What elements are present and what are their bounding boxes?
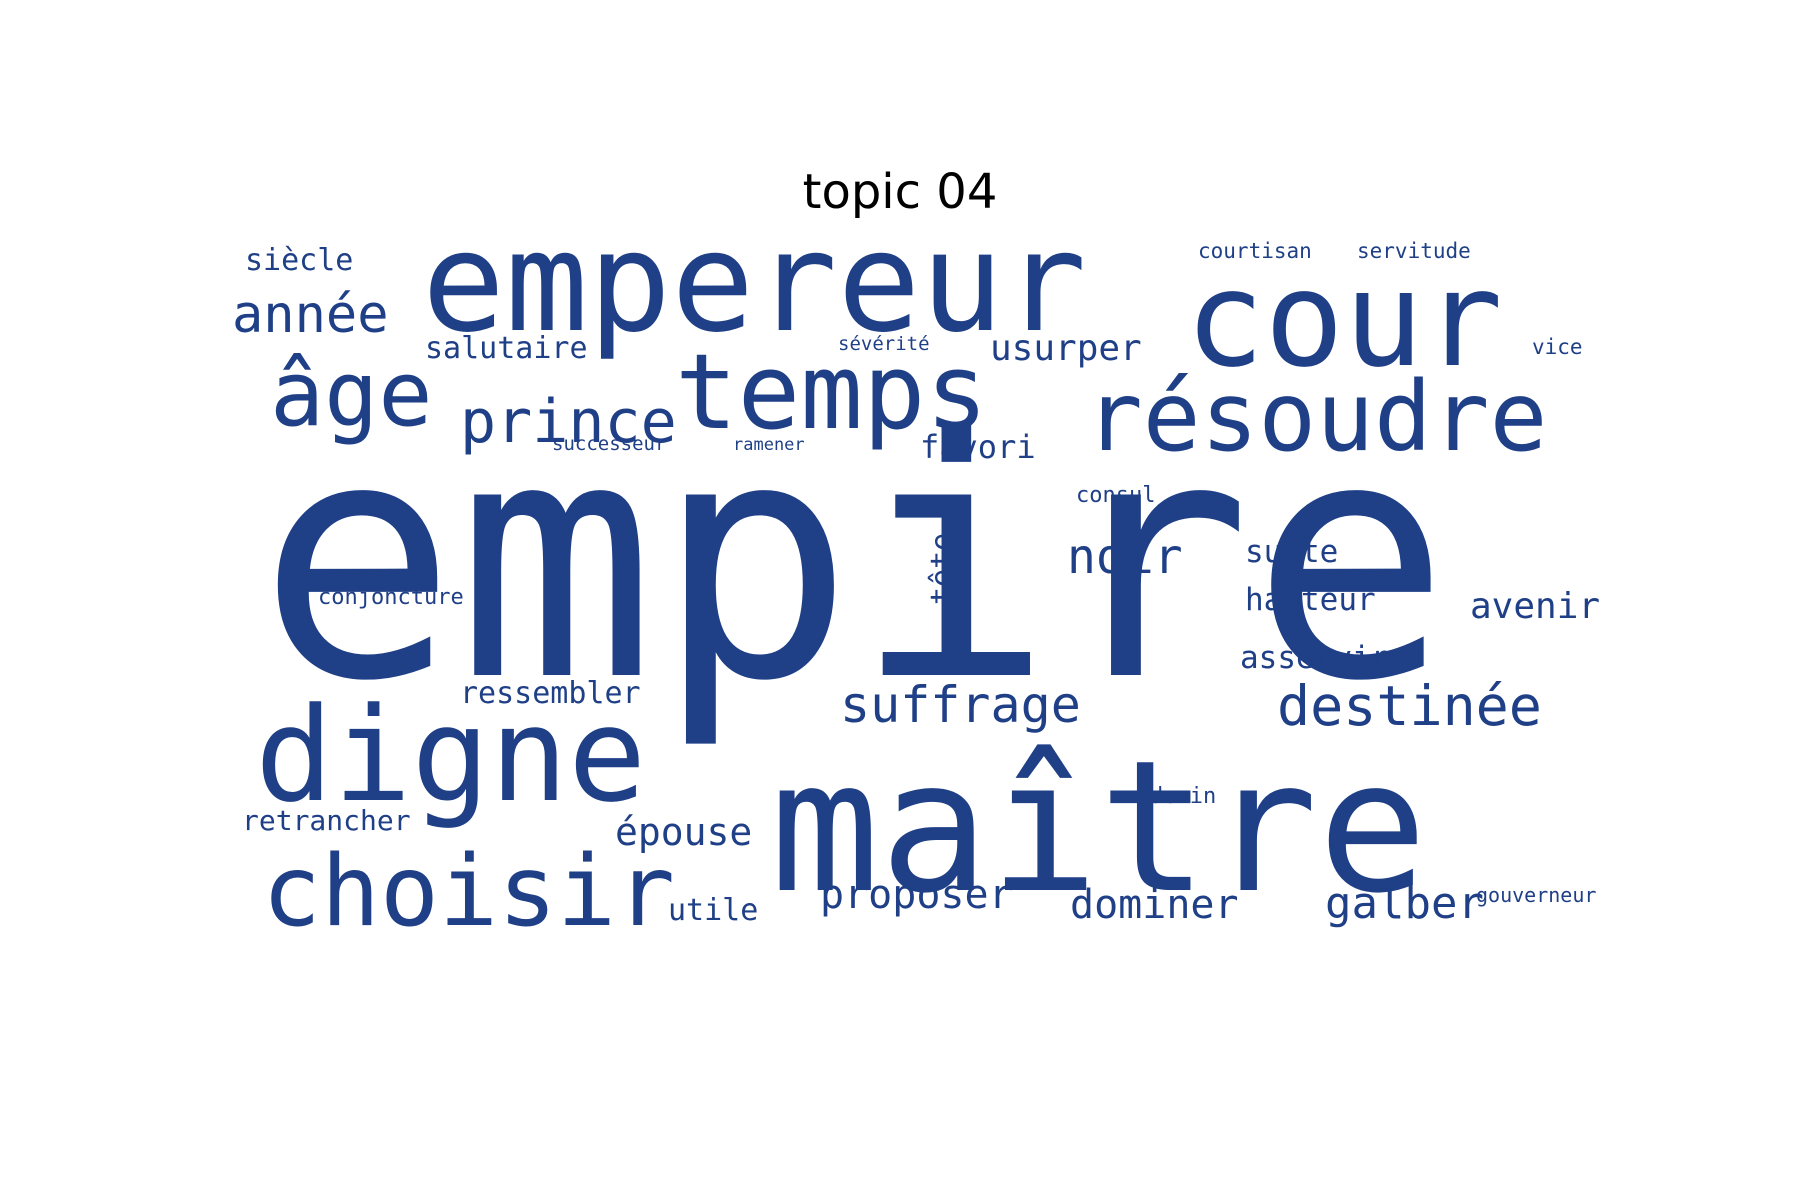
word-siècle: siècle <box>245 243 353 278</box>
word-ressembler: ressembler <box>460 676 641 711</box>
word-utile: utile <box>668 893 758 928</box>
word-salutaire: salutaire <box>425 331 588 366</box>
word-année: année <box>232 285 389 345</box>
word-résoudre: résoudre <box>1085 361 1547 473</box>
word-noir: noir <box>1067 529 1183 585</box>
word-servitude: servitude <box>1357 239 1471 263</box>
word-dominer: dominer <box>1070 882 1239 928</box>
word-cour: cour <box>1185 243 1503 397</box>
word-proposer: proposer <box>820 872 1013 918</box>
word-suite: suite <box>1245 534 1338 570</box>
word-ramener: ramener <box>733 435 805 455</box>
word-avenir: avenir <box>1470 586 1600 627</box>
word-galber: galber <box>1325 878 1484 929</box>
word-usurper: usurper <box>990 328 1142 369</box>
word-courtisan: courtisan <box>1198 239 1312 263</box>
word-maître: maître <box>770 721 1427 933</box>
word-âge: âge <box>270 342 433 447</box>
word-empire: empire <box>258 369 1450 753</box>
word-devin: devin <box>1150 784 1216 809</box>
word-temps: temps <box>675 331 988 453</box>
word-vice: vice <box>1532 335 1583 359</box>
word-épouse: épouse <box>615 810 752 854</box>
word-retrancher: retrancher <box>242 804 411 837</box>
word-favori: favori <box>920 428 1036 466</box>
word-tête: tête <box>925 533 960 605</box>
word-successeur: successeur <box>552 433 666 455</box>
word-choisir: choisir <box>262 835 675 949</box>
word-conjoncture: conjoncture <box>318 585 464 610</box>
word-suffrage: suffrage <box>840 676 1081 734</box>
word-hauteur: hauteur <box>1245 582 1376 618</box>
chart-title: topic 04 <box>802 164 998 220</box>
word-gouverneur: gouverneur <box>1476 883 1596 907</box>
word-consul: consul <box>1076 483 1155 508</box>
word-prince: prince <box>460 387 677 457</box>
word-asservir: asservir <box>1240 640 1389 676</box>
word-destinée: destinée <box>1277 674 1542 738</box>
word-empereur: empereur <box>422 202 1087 363</box>
word-digne: digne <box>255 679 646 831</box>
word-sévérité: sévérité <box>838 333 930 355</box>
